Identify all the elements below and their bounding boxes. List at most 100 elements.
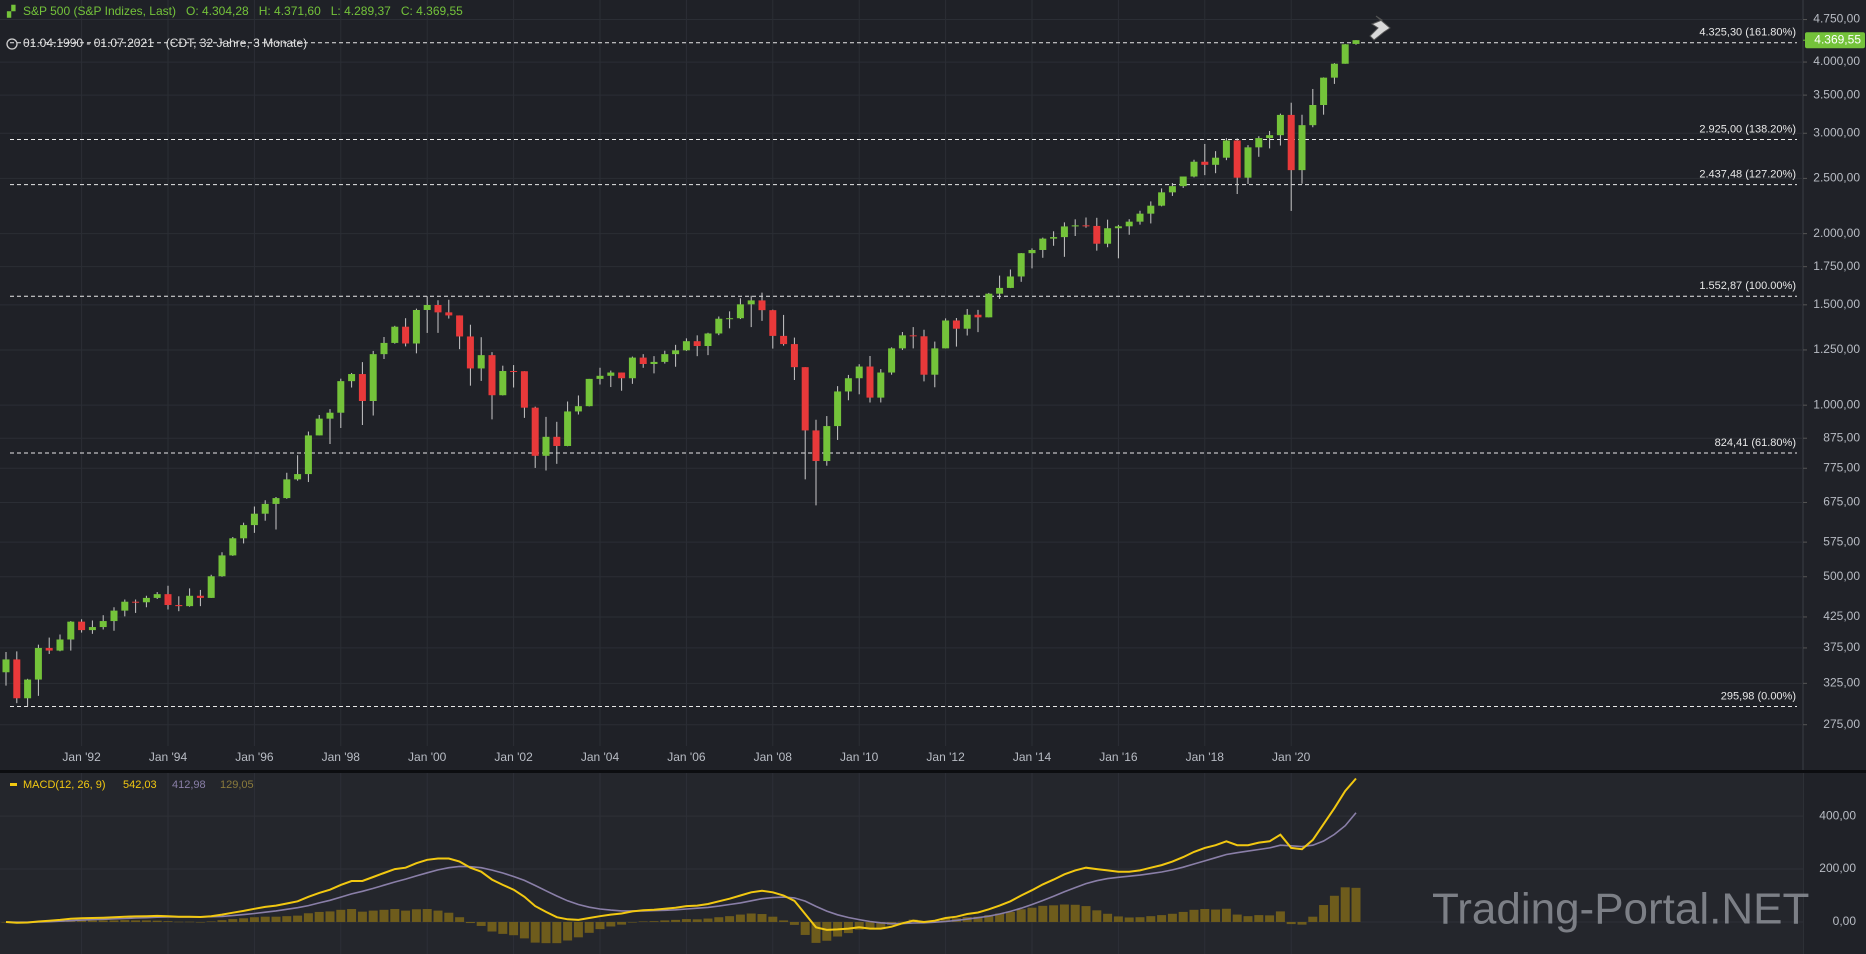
macd-histogram-bar [433,910,443,922]
candle-body [661,354,669,362]
candle-body [45,647,53,651]
x-tick-label: Jan '92 [62,750,101,764]
candle-body [218,555,226,577]
candle-body [56,639,64,651]
macd-histogram-bar [303,913,313,922]
candle-body [996,287,1004,294]
candle-body [963,314,971,329]
candle-body [844,378,852,392]
macd-histogram-bar [163,921,173,922]
candle-body [369,354,377,402]
macd-histogram-bar [530,921,540,943]
x-tick-label: Jan '16 [1099,750,1138,764]
macd-histogram-bar [228,919,238,922]
macd-histogram-bar [98,920,108,922]
macd-histogram-bar [1016,909,1026,922]
y-tick-label: 4.750,00 [1813,12,1860,26]
y-tick-label: 425,00 [1823,609,1860,623]
macd-histogram-bar [1027,907,1037,922]
header-range-note: (CDT, 32 Jahre, 3 Monate) [166,36,307,50]
macd-histogram-bar [1265,915,1275,922]
candle-body [132,601,140,603]
candle-body [693,341,701,347]
candle-body [672,350,680,355]
candle-body [380,342,388,355]
candle-body [607,372,615,376]
candle-body [574,406,582,412]
candle-body [1244,147,1252,178]
y-tick-label: 1.750,00 [1813,259,1860,273]
candle-body [1060,226,1068,238]
header-range: 01.04.1990 - 01.07.2021 [23,36,154,50]
macd-histogram-bar [692,919,702,922]
macd-histogram-bar [876,921,886,928]
macd-histogram-bar [1286,921,1296,925]
macd-histogram-bar [131,920,141,922]
last-price-badge [1805,32,1865,49]
candle-body [1039,238,1047,250]
candle-body [758,300,766,311]
candle-body [294,474,302,480]
macd-histogram-bar [552,921,562,944]
histogram-last: 129,05 [220,779,254,791]
macd-histogram-bar [444,912,454,922]
macd-histogram-bar [206,921,216,922]
candle-body [510,371,518,373]
macd-histogram-bar [1092,910,1102,922]
candle-body [704,333,712,347]
macd-histogram-bar [109,920,119,922]
y-tick-label: 325,00 [1823,676,1860,690]
marks [1,32,1865,944]
candle-body [196,595,204,598]
candle-body [142,597,150,603]
macd-histogram-bar [174,921,184,923]
macd-histogram-bar [800,921,810,935]
macd-histogram-bar [714,917,724,922]
macd-histogram-bar [336,909,346,922]
macd-histogram-bar [563,921,573,941]
candle-body [358,374,366,402]
candle-body [1222,140,1230,158]
candle-body [1255,138,1263,148]
macd-histogram-bar [865,921,875,930]
macd-histogram-bar [768,916,778,922]
macd-histogram-bar [1113,916,1123,922]
y-tick-label: 575,00 [1823,534,1860,548]
y-tick-label: 1.000,00 [1813,397,1860,411]
macd-histogram-bar [617,921,627,925]
candle-body [1147,205,1155,214]
macd-histogram-bar [638,921,648,922]
candle-body [942,320,950,349]
candle-body [1082,225,1090,227]
y-tick-label: 3.000,00 [1813,125,1860,139]
macd-histogram-bar [185,921,195,923]
macd-histogram-bar [325,911,335,922]
candle-body [250,513,258,526]
candle-body [812,430,820,462]
macd-histogram-bar [1070,904,1080,922]
candle-body [1276,114,1284,136]
macd-legend-swatch [10,783,17,786]
candle-body [1104,228,1112,244]
macd-histogram-bar [681,919,691,922]
grid [0,0,1807,954]
x-tick-label: Jan '04 [581,750,620,764]
macd-histogram-bar [541,921,551,944]
macd-histogram-bar [1275,911,1285,922]
candle-body [866,366,874,398]
macd-histogram-bar [595,921,605,930]
candle-body [445,312,453,316]
macd-histogram-bar [660,920,670,922]
macd-histogram-bar [347,909,357,922]
y-tick-label: 2.500,00 [1813,171,1860,185]
macd-histogram-bar [249,917,259,922]
candle-body [1190,161,1198,177]
candle-body [1114,226,1122,229]
y-tick-label: 775,00 [1823,460,1860,474]
candle-body [780,335,788,345]
x-tick-label: Jan '12 [926,750,965,764]
macd-histogram-bar [1124,917,1134,922]
candle-body [304,435,312,475]
candle-body [488,355,496,396]
